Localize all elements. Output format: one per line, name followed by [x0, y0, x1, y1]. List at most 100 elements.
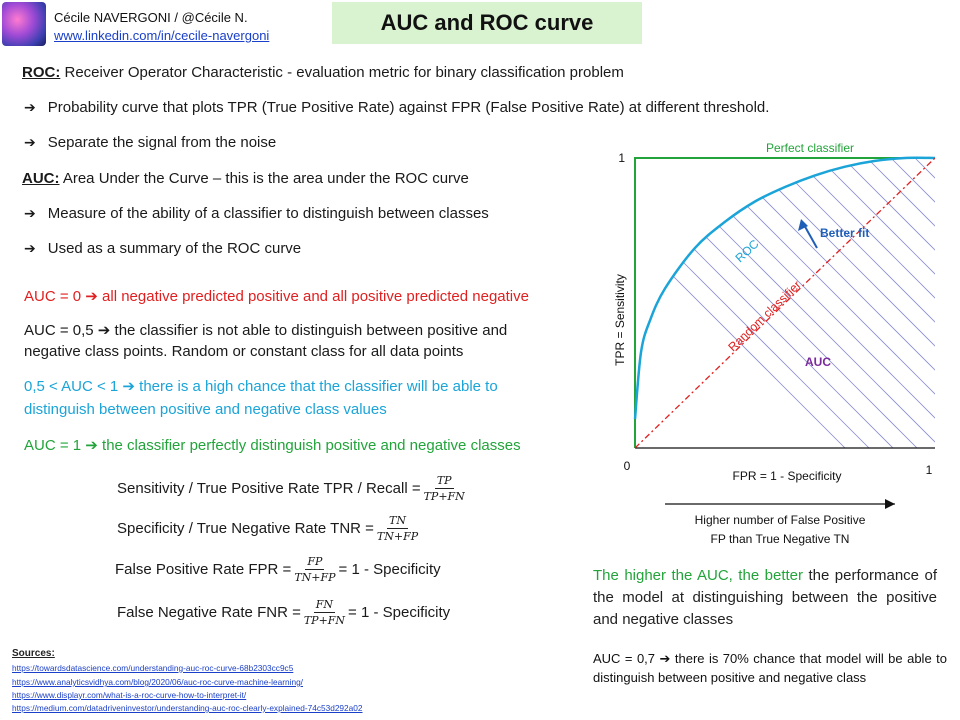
arrow-bullet-icon: ➔ — [659, 651, 671, 666]
y-axis-label: TPR = Sensitivity — [613, 274, 627, 366]
hatch-line — [764, 158, 935, 448]
roc-term: ROC: — [22, 64, 61, 81]
numerator: TN — [387, 514, 409, 529]
roc-definition-text: Receiver Operator Characteristic - evalu… — [60, 64, 624, 81]
denominator: TN+FP — [376, 530, 419, 543]
arrow-bullet-icon: ➔ — [24, 99, 36, 115]
case-auc-05: AUC = 0,5 ➔ the classifier is not able t… — [24, 321, 507, 339]
hatch-line — [635, 158, 935, 448]
arrow-bullet-icon: ➔ — [24, 134, 36, 150]
x-axis-label: FPR = 1 - Specificity — [732, 469, 841, 483]
formula-specificity: Specificity / True Negative Rate TNR = T… — [117, 514, 421, 543]
better-fit-label: Better fit — [820, 226, 869, 240]
formula-fnr: False Negative Rate FNR = FN TP+FN = 1 - … — [117, 598, 450, 627]
hatch-line — [932, 158, 935, 448]
auc-hatch-area — [635, 158, 935, 448]
series-line-roc — [633, 156, 936, 420]
chart-caption-line: Higher number of False Positive — [695, 513, 866, 527]
arrow-bullet-icon: ➔ — [85, 288, 98, 305]
formula-label: Sensitivity / True Positive Rate TPR / R… — [117, 480, 421, 497]
fraction: FP TN+FP — [294, 555, 335, 584]
formula-fpr: False Positive Rate FPR = FP TN+FP = 1 - … — [115, 555, 441, 584]
case-auc-mid-line2: distinguish between positive and negativ… — [24, 401, 387, 418]
series-group — [633, 156, 936, 449]
x-tick-label: 1 — [926, 463, 933, 477]
case-text: the classifier is not able to distinguis… — [114, 322, 508, 339]
hatch-line — [692, 158, 935, 448]
hatch-line — [908, 158, 935, 448]
caption-arrowhead-icon — [885, 499, 895, 509]
roc-bullet-1: ➔ Probability curve that plots TPR (True … — [24, 99, 769, 116]
case-prefix: AUC = 0 — [24, 288, 82, 305]
chart-caption-line: FP than True Negative TN — [711, 532, 850, 546]
auc-bullet-text: Measure of the ability of a classifier t… — [47, 205, 489, 222]
denominator: TN+FP — [294, 571, 336, 584]
hatch-line — [860, 158, 935, 448]
example-prefix: AUC = 0,7 — [593, 651, 656, 666]
formula-suffix: = 1 - Specificity — [348, 604, 451, 621]
roc-chart: Perfect classifier ROC Random classifier… — [613, 141, 936, 546]
numerator: TP — [434, 474, 454, 489]
formula-label: False Positive Rate FPR = — [115, 561, 292, 578]
case-prefix: AUC = 0,5 — [24, 322, 94, 339]
numerator: FP — [305, 555, 325, 570]
numerator: FN — [313, 598, 336, 613]
case-auc-mid: 0,5 < AUC < 1 ➔ there is a high chance t… — [24, 377, 498, 395]
case-auc-1: AUC = 1 ➔ the classifier perfectly disti… — [24, 436, 521, 454]
arrow-bullet-icon: ➔ — [122, 378, 135, 395]
case-text: there is a high chance that the classifi… — [139, 378, 498, 395]
arrow-bullet-icon: ➔ — [24, 240, 36, 256]
hatch-line — [635, 158, 935, 448]
auc-label: AUC — [805, 355, 831, 369]
x-tick-label: 0 — [624, 459, 631, 473]
case-text: the classifier perfectly distinguish pos… — [102, 437, 521, 454]
hatch-line — [716, 158, 935, 448]
example-text: there is 70% chance that model will be a… — [593, 651, 947, 685]
perfect-classifier-label: Perfect classifier — [766, 141, 854, 155]
conclusion-highlight: The higher the AUC, the better — [593, 567, 803, 584]
series-line-perfect-classifier — [634, 157, 935, 448]
auc-term: AUC: — [22, 170, 60, 187]
denominator: TP+FN — [303, 614, 346, 627]
roc-bullet-text: Probability curve that plots TPR (True P… — [47, 99, 770, 116]
linkedin-link[interactable]: www.linkedin.com/in/cecile-navergoni — [54, 28, 270, 43]
page-title: AUC and ROC curve — [332, 2, 642, 44]
auc-bullet-2: ➔ Used as a summary of the ROC curve — [24, 240, 301, 257]
roc-definition: ROC: Receiver Operator Characteristic - … — [22, 64, 624, 81]
y-tick-label: 1 — [618, 151, 625, 165]
auc-definition: AUC: Area Under the Curve – this is the … — [22, 170, 469, 187]
source-link[interactable]: https://www.displayr.com/what-is-a-roc-c… — [12, 690, 247, 700]
formula-label: False Negative Rate FNR = — [117, 604, 301, 621]
arrow-bullet-icon: ➔ — [24, 205, 36, 221]
source-link[interactable]: https://towardsdatascience.com/understan… — [12, 663, 294, 673]
author-name: Cécile NAVERGONI / @Cécile N. — [54, 10, 248, 25]
arrow-bullet-icon: ➔ — [85, 437, 98, 454]
case-text: all negative predicted positive and all … — [102, 288, 529, 305]
source-link[interactable]: https://www.analyticsvidhya.com/blog/202… — [12, 677, 303, 687]
formula-suffix: = 1 - Specificity — [338, 561, 441, 578]
author-avatar — [2, 2, 46, 46]
fraction: FN TP+FN — [304, 598, 345, 627]
hatch-line — [836, 158, 935, 448]
hatch-line — [740, 158, 935, 448]
hatch-line — [644, 158, 935, 448]
hatch-line — [884, 158, 935, 448]
example-paragraph: AUC = 0,7 ➔ there is 70% chance that mod… — [593, 649, 947, 687]
sources-heading: Sources: — [12, 648, 55, 659]
case-auc-0: AUC = 0 ➔ all negative predicted positiv… — [24, 287, 529, 305]
better-fit-arrowhead-icon — [798, 219, 808, 231]
conclusion-paragraph: The higher the AUC, the better the perfo… — [593, 565, 937, 631]
auc-bullet-1: ➔ Measure of the ability of a classifier … — [24, 205, 489, 222]
auc-definition-text: Area Under the Curve – this is the area … — [59, 170, 469, 187]
case-prefix: 0,5 < AUC < 1 — [24, 378, 119, 395]
source-link[interactable]: https://medium.com/datadriveninvestor/un… — [12, 703, 363, 713]
hatch-line — [668, 158, 935, 448]
fraction: TP TP+FN — [424, 474, 465, 503]
roc-bullet-text: Separate the signal from the noise — [47, 134, 277, 151]
formula-label: Specificity / True Negative Rate TNR = — [117, 520, 374, 537]
formula-sensitivity: Sensitivity / True Positive Rate TPR / R… — [117, 474, 468, 503]
roc-bullet-2: ➔ Separate the signal from the noise — [24, 134, 276, 151]
hatch-line — [812, 158, 935, 448]
conclusion-text: the performance of the model at distingu… — [593, 567, 937, 628]
denominator: TP+FN — [423, 490, 465, 503]
